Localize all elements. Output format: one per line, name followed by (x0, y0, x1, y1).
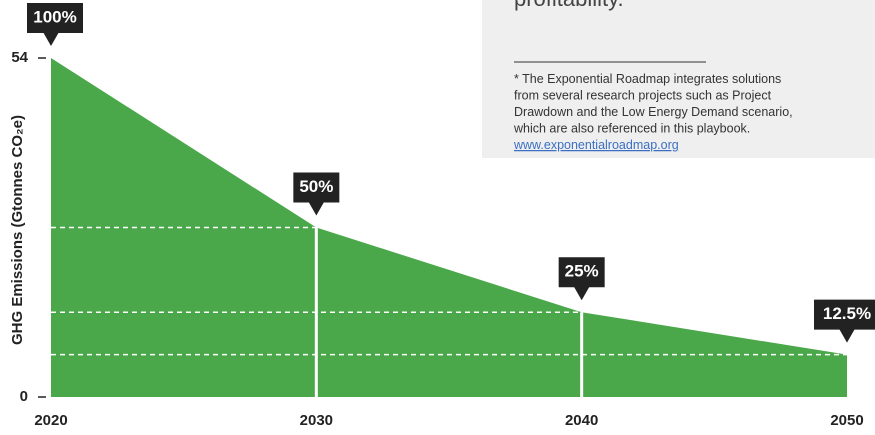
callout-pointer (308, 201, 325, 216)
y-tick-label: 54 (11, 49, 28, 66)
y-tick-label: 0 (20, 388, 28, 405)
callout-label: 12.5% (823, 304, 871, 323)
footnote-line: * The Exponential Roadmap integrates sol… (514, 72, 781, 86)
sidebar-box (482, 0, 875, 158)
callout-label: 25% (565, 262, 599, 281)
y-axis-label: GHG Emissions (Gtonnes CO₂e) (9, 115, 26, 345)
callout-box (27, 3, 83, 33)
callout-box (558, 257, 605, 288)
footnote-line: which are also referenced in this playbo… (513, 122, 750, 136)
footnote-line: Drawdown and the Low Energy Demand scena… (514, 105, 793, 119)
footnote-line: from several research projects such as P… (514, 89, 772, 103)
callout-pointer (839, 328, 855, 343)
callout-box (293, 172, 340, 203)
callout-label: 100% (33, 7, 76, 26)
x-tick-label: 2050 (830, 412, 863, 429)
callout-box (814, 299, 875, 330)
x-tick-label: 2030 (300, 412, 333, 429)
callout-pointer (573, 286, 590, 301)
callout-pointer (43, 32, 59, 46)
footnote-link: www.exponentialroadmap.org (513, 138, 679, 152)
callout-label: 50% (299, 177, 333, 196)
x-tick-label: 2040 (565, 412, 598, 429)
sidebar-heading: profitability. (514, 0, 624, 11)
x-tick-label: 2020 (34, 412, 67, 429)
